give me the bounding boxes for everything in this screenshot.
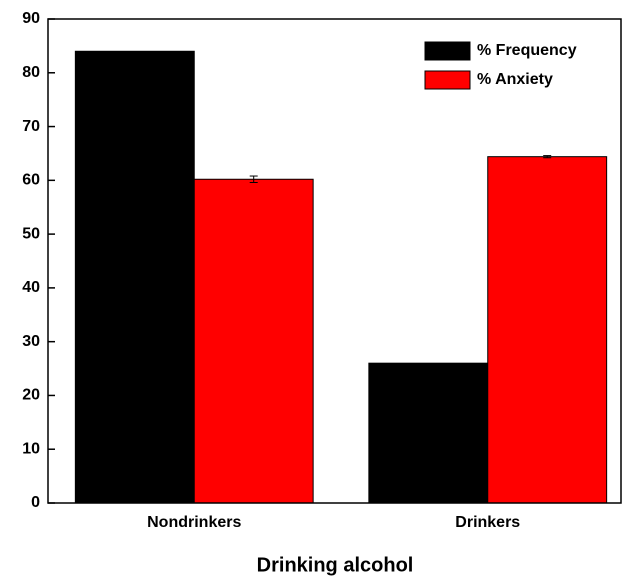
y-tick-label: 0 bbox=[31, 494, 40, 511]
y-tick-label: 90 bbox=[22, 10, 40, 27]
y-tick-label: 40 bbox=[22, 279, 40, 296]
x-tick-label: Nondrinkers bbox=[147, 514, 241, 531]
y-tick-label: 50 bbox=[22, 225, 40, 242]
error-bar bbox=[249, 175, 258, 183]
bar bbox=[368, 362, 489, 504]
error-bar bbox=[543, 155, 552, 159]
legend-swatch bbox=[424, 70, 471, 90]
bar bbox=[74, 50, 195, 504]
y-tick-label: 80 bbox=[22, 64, 40, 81]
y-tick-label: 70 bbox=[22, 118, 40, 135]
y-tick-label: 30 bbox=[22, 333, 40, 350]
x-axis-title: Drinking alcohol bbox=[257, 554, 414, 576]
legend-swatch bbox=[424, 41, 471, 61]
bar bbox=[487, 156, 608, 504]
y-tick-label: 20 bbox=[22, 387, 40, 404]
y-tick-label: 10 bbox=[22, 440, 40, 457]
bar bbox=[193, 178, 314, 504]
legend-label: % Frequency bbox=[477, 42, 577, 59]
legend-label: % Anxiety bbox=[477, 71, 553, 88]
y-tick-label: 60 bbox=[22, 172, 40, 189]
x-tick-label: Drinkers bbox=[455, 514, 520, 531]
plot-frame bbox=[47, 18, 622, 504]
